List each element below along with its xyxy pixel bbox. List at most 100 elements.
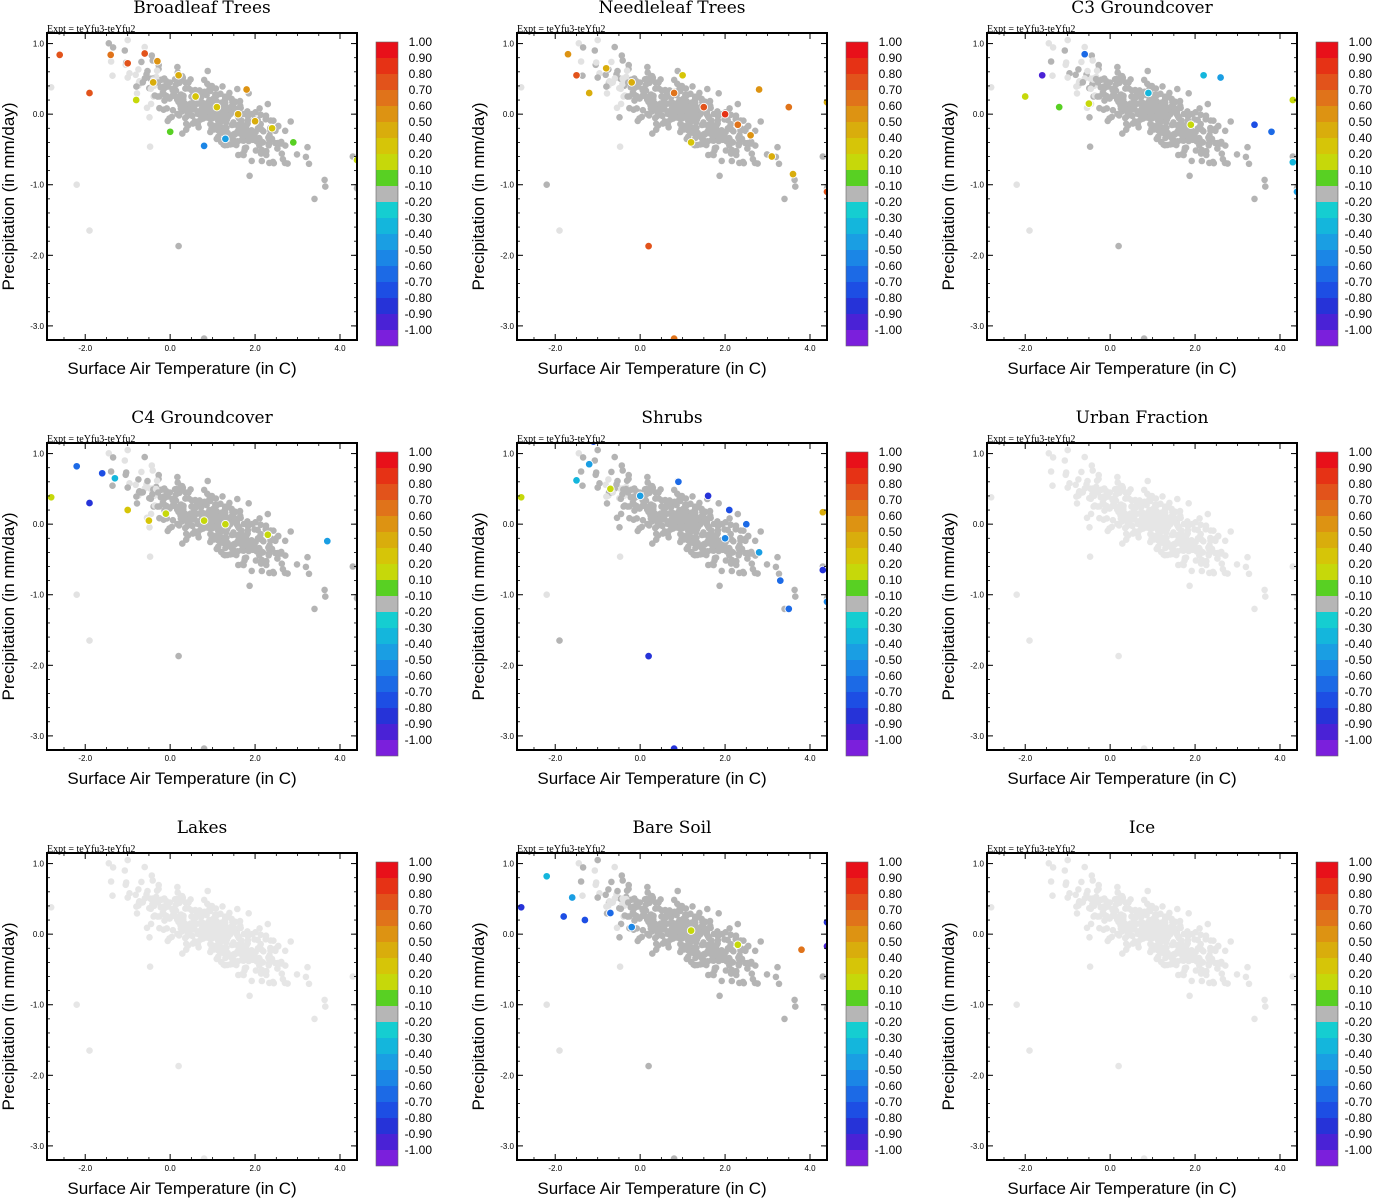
background-point <box>639 912 646 920</box>
plot-frame <box>516 852 828 1161</box>
background-point <box>1026 637 1033 644</box>
background-point <box>1177 537 1185 545</box>
background-point <box>1086 143 1094 150</box>
background-point <box>1208 135 1216 143</box>
background-point <box>660 105 667 113</box>
background-point <box>700 518 708 525</box>
colorbar-swatch <box>376 1086 398 1102</box>
background-point <box>193 529 200 537</box>
background-point <box>161 75 168 82</box>
background-point <box>614 477 621 485</box>
y-tick-label: -1.0 <box>500 591 514 600</box>
data-point <box>55 50 64 60</box>
background-point <box>624 489 632 496</box>
data-point <box>242 85 251 94</box>
background-point <box>1122 85 1129 92</box>
background-point <box>644 889 651 896</box>
x-axis-label: Surface Air Temperature (in C) <box>1007 359 1236 378</box>
background-point <box>705 971 712 979</box>
x-tick-label: 0.0 <box>1105 344 1117 353</box>
colorbar-swatch <box>846 330 868 346</box>
background-point <box>1047 468 1055 475</box>
colorbar-swatch <box>846 548 868 564</box>
colorbar-swatch <box>846 1150 868 1166</box>
plot-frame <box>516 32 828 341</box>
background-point <box>747 550 755 557</box>
colorbar-swatch <box>846 878 868 894</box>
background-point <box>575 450 583 457</box>
background-point <box>751 537 759 545</box>
background-point <box>1244 143 1251 151</box>
x-tick-label: 2.0 <box>1190 344 1202 353</box>
background-point <box>109 482 116 490</box>
background-point <box>1214 145 1221 152</box>
background-point <box>1115 508 1122 516</box>
background-point <box>1075 476 1082 483</box>
background-point <box>603 90 611 97</box>
background-point <box>175 918 182 926</box>
background-point <box>147 905 155 913</box>
background-point <box>670 513 678 520</box>
scatter-points <box>47 36 357 340</box>
colorbar-swatch <box>1316 676 1338 692</box>
colorbar-frame <box>1315 451 1339 757</box>
background-point <box>1195 954 1203 962</box>
background-point <box>287 938 295 945</box>
scatter-points <box>517 443 827 750</box>
background-point <box>661 906 669 914</box>
background-point <box>579 44 587 51</box>
y-tick-label: -1.0 <box>30 1001 44 1010</box>
background-point <box>715 955 723 963</box>
background-point <box>1217 550 1225 557</box>
colorbar-label: 0.80 <box>879 477 903 491</box>
y-tick-label: -2.0 <box>500 251 514 260</box>
background-point <box>679 525 686 532</box>
background-point <box>1177 127 1185 135</box>
background-point <box>124 484 131 491</box>
background-point <box>1049 454 1057 461</box>
expt-label: Expt = teYfu3-teYfu2 <box>987 24 1075 35</box>
colorbar-label: -0.60 <box>405 1079 433 1093</box>
background-point <box>718 567 725 575</box>
background-point <box>1135 510 1143 517</box>
background-point <box>234 495 241 503</box>
colorbar-swatch <box>376 138 398 154</box>
background-point <box>754 980 761 987</box>
background-point <box>650 510 658 517</box>
background-point <box>722 967 730 974</box>
background-point <box>121 457 129 464</box>
background-point <box>639 516 647 524</box>
colorbar-label: -0.30 <box>875 621 903 635</box>
background-point <box>251 526 258 533</box>
background-point <box>293 151 301 158</box>
background-point <box>156 924 163 932</box>
background-point <box>1197 150 1205 157</box>
data-point <box>263 530 273 539</box>
y-tick-label: -2.0 <box>970 661 984 670</box>
colorbar-label: -0.10 <box>405 589 433 603</box>
background-point <box>1198 157 1206 165</box>
data-point <box>1199 71 1208 80</box>
colorbar-swatch <box>1316 154 1338 170</box>
colorbar-swatch <box>1316 724 1338 740</box>
background-point <box>256 105 263 112</box>
background-point <box>211 517 219 524</box>
colorbar-swatch <box>376 1054 398 1070</box>
background-point <box>1153 124 1161 132</box>
data-point <box>627 922 636 932</box>
colorbar-label: 0.70 <box>879 83 903 97</box>
colorbar-label: -0.50 <box>1345 653 1373 667</box>
data-point <box>669 744 679 750</box>
background-point <box>149 877 156 884</box>
colorbar-label: -0.80 <box>1345 701 1373 715</box>
background-point <box>647 105 655 112</box>
background-point <box>543 181 550 188</box>
background-point <box>249 520 256 528</box>
plot-frame <box>46 852 358 1161</box>
background-point <box>1163 116 1171 124</box>
background-point <box>683 955 690 963</box>
background-point <box>642 75 650 83</box>
background-point <box>209 525 216 532</box>
colorbar-swatch <box>1316 218 1338 234</box>
